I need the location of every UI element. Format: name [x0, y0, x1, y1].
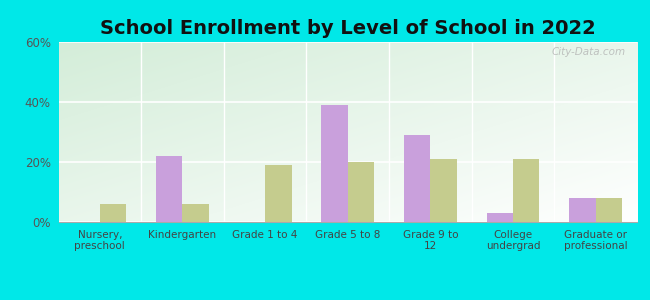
Bar — [569, 198, 595, 222]
Bar — [513, 159, 540, 222]
Title: School Enrollment by Level of School in 2022: School Enrollment by Level of School in … — [100, 19, 595, 38]
Bar — [156, 156, 183, 222]
Bar — [183, 204, 209, 222]
Bar — [404, 135, 430, 222]
Bar — [348, 162, 374, 222]
Bar — [321, 105, 348, 222]
Bar — [430, 159, 457, 222]
Bar — [487, 213, 513, 222]
Bar — [595, 198, 622, 222]
Text: City-Data.com: City-Data.com — [551, 47, 625, 57]
Bar — [265, 165, 292, 222]
Bar — [100, 204, 126, 222]
Legend: Zip code 24413, Virginia: Zip code 24413, Virginia — [231, 297, 465, 300]
